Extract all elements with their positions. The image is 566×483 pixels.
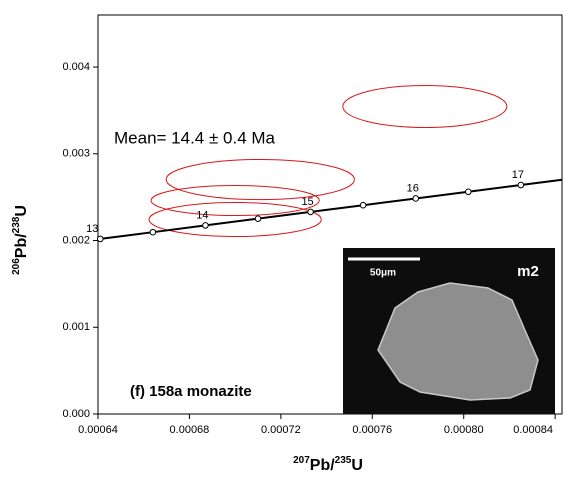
error-ellipse bbox=[150, 185, 320, 217]
x-tick-label: 0.00064 bbox=[78, 424, 118, 436]
y-axis-label: 206Pb/238U bbox=[11, 205, 31, 275]
concordia-extension bbox=[520, 178, 563, 187]
x-label-part: 235 bbox=[335, 455, 352, 466]
age-marker bbox=[254, 215, 262, 222]
age-marker bbox=[307, 208, 314, 216]
y-tick-label: 0.001 bbox=[62, 321, 90, 333]
annotation: Mean= 14.4 ± 0.4 Ma bbox=[114, 128, 276, 147]
x-axis-label: 207Pb/235U bbox=[293, 455, 363, 475]
error-ellipse bbox=[342, 85, 508, 129]
age-marker bbox=[149, 228, 157, 236]
error-ellipse bbox=[148, 202, 322, 238]
error-ellipse bbox=[165, 159, 355, 201]
x-label-part: 207 bbox=[293, 455, 310, 466]
y-label-part: U bbox=[13, 205, 30, 217]
x-tick-label: 0.00072 bbox=[261, 424, 301, 436]
grain-label: m2 bbox=[517, 263, 539, 280]
x-tick-label: 0.00076 bbox=[352, 424, 392, 436]
age-marker bbox=[464, 188, 472, 196]
age-label: 13 bbox=[86, 223, 98, 235]
plot-frame bbox=[97, 14, 563, 415]
age-label: 16 bbox=[407, 182, 419, 194]
y-tick-label: 0.003 bbox=[62, 148, 90, 160]
age-marker bbox=[359, 201, 367, 209]
age-label: 15 bbox=[301, 196, 313, 208]
age-marker bbox=[96, 235, 104, 243]
x-label-part: U bbox=[351, 457, 363, 474]
age-marker bbox=[412, 195, 420, 202]
y-tick-label: 0.000 bbox=[62, 408, 90, 420]
y-label-part: Pb/ bbox=[13, 233, 30, 258]
age-label: 14 bbox=[196, 209, 208, 221]
x-tick-label: 0.00068 bbox=[170, 424, 210, 436]
y-label-part: 238 bbox=[11, 216, 22, 233]
scale-label: 50μm bbox=[370, 268, 396, 279]
y-tick-label: 0.004 bbox=[62, 61, 90, 73]
grain-image bbox=[377, 282, 539, 401]
age-marker bbox=[202, 222, 209, 229]
y-label-part: 206 bbox=[11, 258, 22, 275]
x-tick-label: 0.00084 bbox=[513, 424, 553, 436]
y-tick-label: 0.002 bbox=[62, 234, 90, 246]
inset: 50μm m2 bbox=[343, 248, 555, 414]
age-marker bbox=[517, 181, 525, 189]
annotation: (f) 158a monazite bbox=[130, 383, 252, 400]
age-label: 17 bbox=[512, 169, 524, 181]
x-label-part: Pb/ bbox=[310, 457, 335, 474]
x-tick-label: 0.00080 bbox=[444, 424, 484, 436]
